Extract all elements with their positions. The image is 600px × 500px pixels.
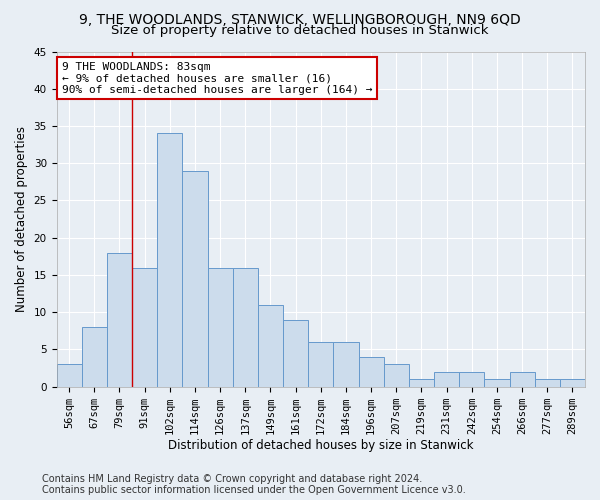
Bar: [308, 342, 334, 386]
Text: Size of property relative to detached houses in Stanwick: Size of property relative to detached ho…: [111, 24, 489, 37]
Bar: [535, 380, 560, 386]
Bar: [208, 268, 233, 386]
Bar: [434, 372, 459, 386]
Bar: [56, 364, 82, 386]
Bar: [509, 372, 535, 386]
X-axis label: Distribution of detached houses by size in Stanwick: Distribution of detached houses by size …: [168, 440, 473, 452]
Bar: [258, 305, 283, 386]
Bar: [334, 342, 359, 386]
Bar: [484, 380, 509, 386]
Bar: [233, 268, 258, 386]
Bar: [383, 364, 409, 386]
Bar: [560, 380, 585, 386]
Text: Contains HM Land Registry data © Crown copyright and database right 2024.: Contains HM Land Registry data © Crown c…: [42, 474, 422, 484]
Text: 9 THE WOODLANDS: 83sqm
← 9% of detached houses are smaller (16)
90% of semi-deta: 9 THE WOODLANDS: 83sqm ← 9% of detached …: [62, 62, 373, 95]
Bar: [409, 380, 434, 386]
Text: Contains public sector information licensed under the Open Government Licence v3: Contains public sector information licen…: [42, 485, 466, 495]
Bar: [182, 170, 208, 386]
Bar: [157, 134, 182, 386]
Bar: [359, 357, 383, 386]
Bar: [132, 268, 157, 386]
Bar: [283, 320, 308, 386]
Text: 9, THE WOODLANDS, STANWICK, WELLINGBOROUGH, NN9 6QD: 9, THE WOODLANDS, STANWICK, WELLINGBOROU…: [79, 12, 521, 26]
Y-axis label: Number of detached properties: Number of detached properties: [15, 126, 28, 312]
Bar: [107, 252, 132, 386]
Bar: [459, 372, 484, 386]
Bar: [82, 327, 107, 386]
